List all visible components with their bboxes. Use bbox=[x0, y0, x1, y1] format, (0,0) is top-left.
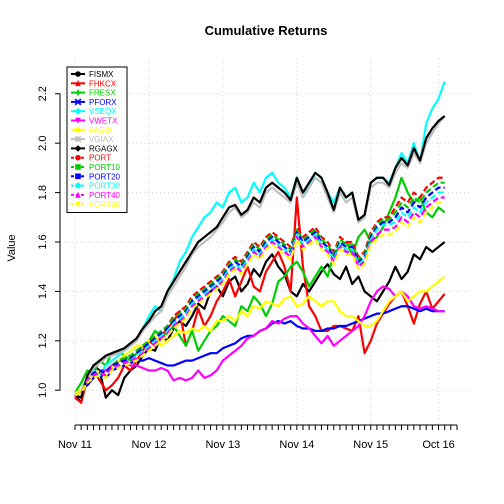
y-tick-label: 2.2 bbox=[37, 86, 49, 101]
legend-label: PORT20 bbox=[89, 172, 121, 181]
series-line-port50 bbox=[74, 201, 445, 397]
legend-item: PORT bbox=[71, 154, 111, 163]
legend-label: PORT40 bbox=[89, 191, 121, 200]
legend-marker bbox=[75, 182, 81, 189]
chart-title: Cumulative Returns bbox=[205, 23, 328, 38]
series-line-fresx bbox=[74, 176, 446, 394]
legend-item: PORT30 bbox=[71, 182, 121, 191]
y-tick-label: 1.2 bbox=[37, 333, 49, 348]
legend-label: PORT30 bbox=[89, 182, 121, 191]
legend-marker bbox=[75, 89, 81, 96]
legend-item: RGAGX bbox=[71, 144, 119, 153]
legend: FISMXFHKCXFRESXPFORXVSEQXVWETXFAGIXVGIAX… bbox=[66, 66, 128, 213]
y-axis-label: Value bbox=[6, 234, 18, 261]
x-tick-label: Nov 14 bbox=[279, 439, 314, 451]
legend-marker bbox=[75, 164, 81, 170]
y-tick-label: 1.8 bbox=[37, 185, 49, 200]
series-line-port30 bbox=[74, 191, 445, 397]
y-tick-label: 1.4 bbox=[37, 284, 49, 299]
x-tick-label: Oct 16 bbox=[422, 439, 454, 451]
legend-item: FRESX bbox=[71, 89, 116, 98]
series-lines bbox=[74, 81, 446, 404]
legend-label: PORT bbox=[89, 154, 111, 163]
legend-label: PORT10 bbox=[89, 163, 121, 172]
legend-label: PFORX bbox=[89, 98, 117, 107]
legend-marker bbox=[75, 191, 81, 198]
x-tick-label: Nov 15 bbox=[353, 439, 388, 451]
legend-label: PORT50 bbox=[89, 200, 121, 209]
legend-item: PORT10 bbox=[71, 163, 121, 172]
grid bbox=[60, 59, 472, 425]
legend-item: FHKCX bbox=[71, 79, 117, 88]
series-line-rgagx bbox=[74, 115, 446, 399]
series-line-port20 bbox=[74, 186, 445, 397]
legend-label: FAGIX bbox=[89, 126, 113, 135]
series-line-vwetx bbox=[74, 285, 445, 399]
x-tick-label: Nov 13 bbox=[205, 439, 240, 451]
legend-marker bbox=[74, 126, 82, 134]
legend-item: PORT20 bbox=[71, 172, 121, 181]
legend-label: VSEQX bbox=[89, 107, 117, 116]
legend-label: RGAGX bbox=[89, 144, 119, 153]
legend-marker bbox=[75, 173, 81, 180]
series-line-port10 bbox=[74, 181, 445, 397]
legend-label: FRESX bbox=[89, 89, 116, 98]
legend-marker bbox=[75, 80, 81, 87]
legend-marker bbox=[75, 154, 81, 161]
legend-marker bbox=[74, 145, 82, 152]
series-line-fagix bbox=[74, 275, 446, 394]
legend-marker bbox=[74, 135, 82, 143]
y-tick-label: 2.0 bbox=[37, 136, 49, 151]
legend-marker bbox=[74, 107, 82, 115]
legend-marker bbox=[74, 98, 82, 106]
legend-marker bbox=[75, 71, 81, 77]
legend-label: FHKCX bbox=[89, 79, 117, 88]
legend-label: VGIAX bbox=[89, 135, 114, 144]
series-line-vseqx bbox=[74, 81, 446, 397]
legend-item: VSEQX bbox=[71, 107, 117, 116]
legend-marker bbox=[75, 117, 81, 124]
series-line-fismx bbox=[74, 241, 446, 404]
series-line-vgiax bbox=[74, 115, 446, 399]
legend-item: PORT50 bbox=[71, 200, 121, 209]
legend-item: PFORX bbox=[71, 98, 117, 107]
series-line-port40 bbox=[74, 196, 445, 397]
legend-item: VWETX bbox=[71, 117, 118, 126]
x-tick-label: Nov 12 bbox=[132, 439, 167, 451]
legend-label: FISMX bbox=[89, 70, 114, 79]
y-tick-label: 1.0 bbox=[37, 383, 49, 398]
legend-item: FISMX bbox=[71, 70, 114, 79]
legend-item: VGIAX bbox=[71, 135, 114, 144]
legend-item: PORT40 bbox=[71, 191, 121, 200]
legend-item: FAGIX bbox=[71, 126, 113, 135]
legend-marker bbox=[75, 201, 81, 208]
y-tick-label: 1.6 bbox=[37, 234, 49, 249]
legend-label: VWETX bbox=[89, 117, 118, 126]
axes: 1.0 1.2 1.4 1.6 1.8 2.0 2.2 Nov 11 Nov 12 Nov 13 N… bbox=[37, 86, 458, 451]
x-tick-label: Nov 11 bbox=[58, 439, 92, 451]
